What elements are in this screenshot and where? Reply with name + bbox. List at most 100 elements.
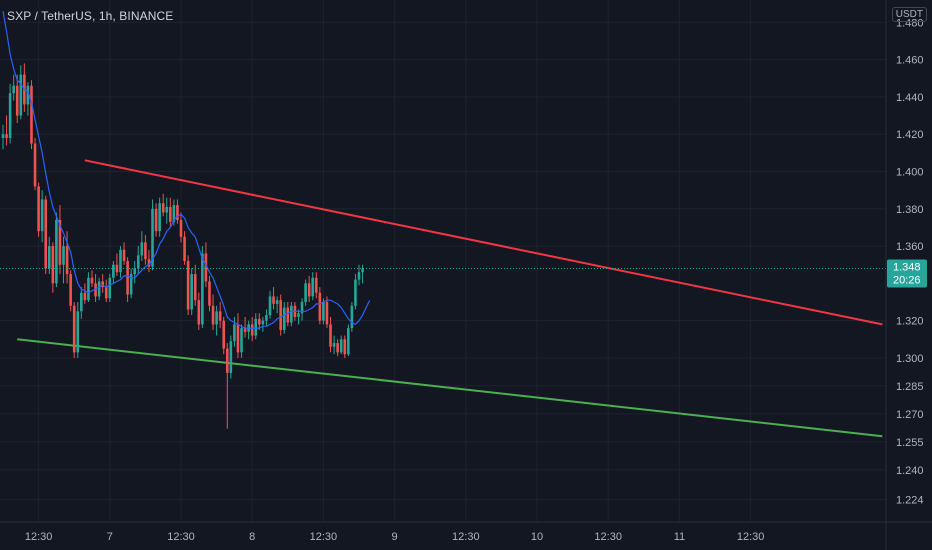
candle-body [40,199,44,232]
price-tick-label: 1.224 [896,495,924,507]
candle-body [161,203,165,213]
candle-body [101,281,104,288]
time-tick-label: 12:30 [167,531,195,543]
candle-body [240,328,243,353]
trendlines[interactable] [17,159,883,438]
support-trendline[interactable] [17,338,883,438]
time-tick-label: 11 [674,531,685,543]
candle-body [97,281,101,297]
candle-body [258,318,261,325]
candle-body [183,236,186,261]
grid-lines [0,0,886,522]
candle-body [325,302,329,325]
time-tick-label: 12:30 [310,531,338,543]
candle-body [286,307,290,323]
candle-body [229,341,233,373]
time-tick-label: 7 [107,531,113,543]
candle-body [261,320,265,325]
candle-body [354,279,357,306]
price-tick-label: 1.420 [896,129,924,141]
candle-body [265,315,268,321]
candle-body [236,324,240,353]
price-tick-label: 1.270 [896,409,924,421]
candle-body [208,281,211,306]
candle-body [357,272,361,280]
candle-body [275,300,279,304]
candle-body [55,219,58,284]
time-tick-label: 12:30 [25,531,53,543]
candle-body [211,305,215,325]
candle-body [254,318,258,336]
price-tick-label: 1.255 [896,437,924,449]
candle-body [339,339,343,353]
candle-body [90,277,94,284]
candle-body [115,264,119,273]
candle-body [329,324,332,347]
candle-body [140,242,144,256]
currency-label[interactable]: USDT [891,7,927,22]
time-tick-label: 10 [531,531,543,543]
candle-body [233,324,236,342]
candle-body [69,274,72,306]
last-price-value: 1.348 [893,261,921,273]
candle-body [311,277,315,297]
candle-body [76,311,80,353]
candle-body [94,283,97,297]
candle-body [58,219,62,265]
last-price-badge-bg [887,259,927,288]
bar-countdown: 20:26 [893,274,921,286]
time-axis-bg [0,522,932,550]
candle-body [218,311,222,321]
time-tick-label: 12:30 [737,531,765,543]
candle-body [158,203,161,232]
candle-body [126,261,129,295]
time-tick-label: 12:30 [452,531,480,543]
candle-body [5,134,8,138]
candle-body [12,85,15,94]
price-tick-label: 1.360 [896,241,924,253]
candle-body [282,307,286,330]
candle-body [322,302,325,321]
price-tick-label: 1.240 [896,465,924,477]
candle-body [129,274,133,295]
price-tick-label: 1.320 [896,316,924,328]
price-tick-label: 1.480 [896,17,924,29]
candle-body [190,274,193,310]
candle-body [72,305,76,353]
time-tick-label: 12:30 [594,531,622,543]
price-tick-label: 1.285 [896,381,924,393]
candle-body [272,296,275,304]
candle-body [65,246,69,275]
candle-body [112,264,115,278]
moving-average-line [2,11,371,329]
candle-body [136,255,140,269]
candle-body [33,143,37,187]
candle-body [62,246,65,265]
candle-body [108,277,112,299]
candle-body [169,206,172,222]
candle-body [51,246,55,284]
resistance-trendline[interactable] [84,159,883,326]
candle-body [44,199,48,269]
candle-body [222,320,226,349]
candle-body [19,74,23,116]
price-tick-label: 1.440 [896,92,924,104]
candle-body [201,253,204,325]
candle-body [15,85,19,116]
candle-body [318,292,322,321]
candle-body [172,205,176,222]
candle-body [243,328,247,332]
candle-body [26,85,30,105]
candle-body [104,287,108,299]
candle-body [147,259,151,267]
price-tick-label: 1.400 [896,167,924,179]
candle-body [336,343,339,353]
candle-body [80,292,83,312]
candle-body [197,300,201,325]
candle-body [300,302,304,314]
symbol-title[interactable]: SXP / TetherUS, 1h, BINANCE [7,9,174,23]
candle-body [332,343,336,347]
last-price-badge: 1.348 20:26 [887,259,927,288]
price-tick-label: 1.460 [896,55,924,67]
